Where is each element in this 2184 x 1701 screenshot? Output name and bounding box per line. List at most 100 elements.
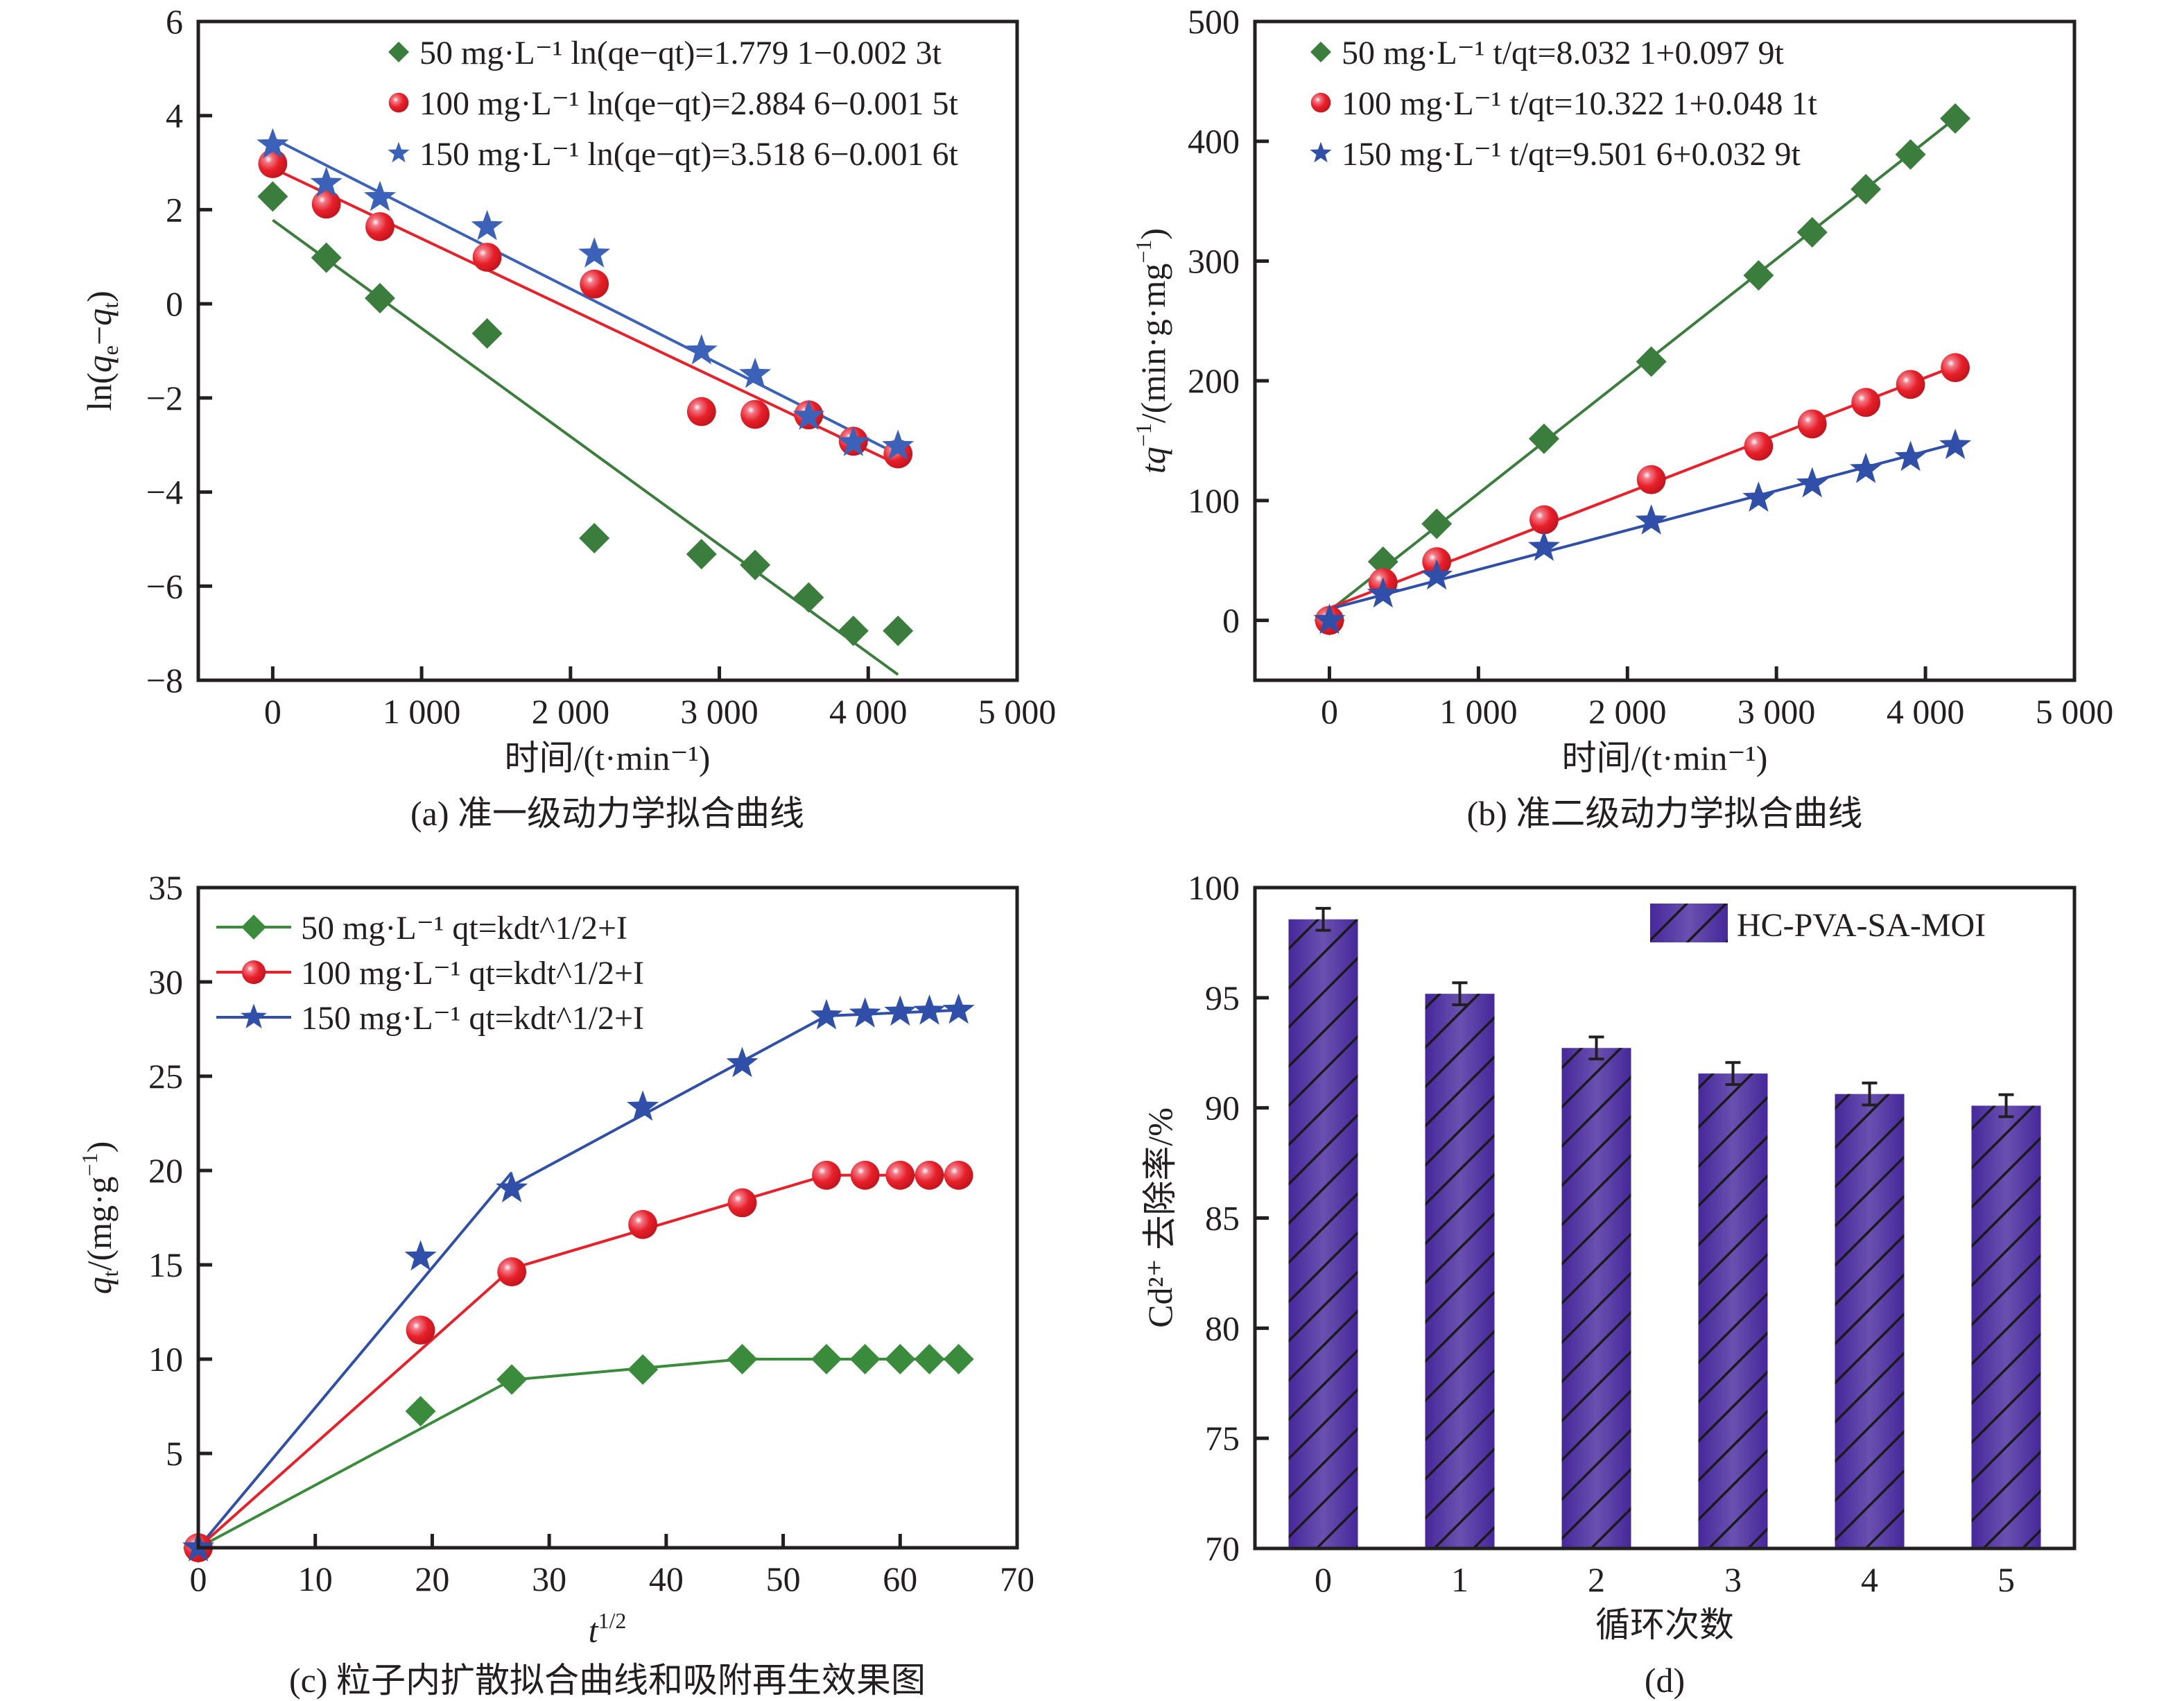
legend-marker-diamond [388,42,409,62]
data-point-circle [1941,353,1970,383]
legend-label: 150 mg·L⁻¹ ln(qe−qt)=3.518 6−0.001 6t [419,136,959,173]
data-point-circle [885,1160,915,1190]
bar [1288,906,1358,1548]
data-point-star [471,209,503,241]
y-tick-label: 0 [1222,601,1240,640]
x-tick-label: 10 [298,1560,333,1598]
panel-b-xlabel: 时间/(t·min⁻¹) [1562,739,1768,777]
bar-hatch [1971,1105,2041,1548]
bar-hatch [1561,1048,1631,1548]
panel-d-ylabel: Cd²⁺ 去除率/% [1141,1107,1179,1328]
y-tick-label: 100 [1188,481,1240,520]
data-point-diamond [257,181,288,212]
legend-marker-star [388,141,410,163]
data-point-star [1939,429,1972,459]
x-tick-label: 1 000 [1439,692,1518,731]
x-tick-label: 3 000 [680,692,759,731]
legend-label: 150 mg·L⁻¹ t/qt=9.501 6+0.032 9t [1342,136,1801,173]
panel-c-xlabel: t1/2 [589,1608,627,1650]
legend-item: 150 mg·L⁻¹ ln(qe−qt)=3.518 6−0.001 6t [388,136,959,173]
y-tick-label: 75 [1205,1419,1240,1458]
legend-marker-star [241,1003,267,1028]
panel-a-caption: (a) 准一级动力学拟合曲线 [410,794,804,833]
x-tick-label: 4 000 [1887,692,1965,731]
legend-equation: ln(qe−qt)=3.518 6−0.001 6t [579,136,958,173]
data-point-star [792,399,825,430]
legend-item: 50 mg·L⁻¹ qt=kdt^1/2+I [216,910,627,947]
legend-item: 150 mg·L⁻¹ qt=kdt^1/2+I [216,1000,644,1037]
panel-b-marks [1313,103,1972,636]
legend-label: 100 mg·L⁻¹ ln(qe−qt)=2.884 6−0.001 5t [419,85,959,122]
data-point-circle [580,269,609,299]
legend-item: 150 mg·L⁻¹ t/qt=9.501 6+0.032 9t [1310,136,1801,173]
panel-d-frame [1253,886,2077,1551]
panel-a-marks [257,128,915,676]
y-tick-label: 500 [1188,2,1240,41]
data-point-diamond [471,318,503,349]
data-point-circle [1744,431,1774,461]
y-tick-label: 200 [1188,361,1240,400]
data-point-diamond [364,283,395,313]
data-point-star [1850,452,1882,483]
y-tick-label: 80 [1205,1309,1240,1347]
y-tick-label: 5 [166,1434,183,1473]
legend-marker-circle [241,960,266,985]
data-point-diamond [838,615,869,646]
data-point-diamond [740,549,771,580]
panel-a-ticks: 0 1 000 2 000 3 000 4 000 5 000 −8 −6 −4 −2 0 2 4 6 [146,2,1056,731]
bar [1835,1081,1905,1548]
data-point-diamond [405,1396,436,1427]
data-point-star [739,357,772,388]
y-tick-label: 20 [148,1151,183,1190]
legend-equation: ln(qe−qt)=2.884 6−0.001 5t [579,85,958,122]
y-tick-label: 100 [1188,868,1240,907]
x-tick-label: 3 000 [1737,692,1816,731]
x-tick-label: 50 [766,1560,801,1598]
fit-segment [511,1014,827,1187]
legend-marker-star [1310,141,1332,163]
data-point-diamond [686,539,717,570]
x-tick-label: 40 [649,1560,684,1598]
legend-marker-diamond [241,915,266,940]
panel-a-ylabel: ln(qe−qt) [80,291,123,411]
legend-concentration: 150 mg·L⁻¹ [419,136,579,173]
panel-d-legend: HC-PVA-SA-MOI [1650,904,1986,944]
y-tick-label: −6 [146,567,183,605]
data-point-diamond [885,1344,916,1374]
y-tick-label: 70 [1205,1529,1240,1568]
y-tick-label: 90 [1205,1089,1240,1128]
data-point-diamond [1421,508,1453,539]
legend-item: 100 mg·L⁻¹ ln(qe−qt)=2.884 6−0.001 5t [388,85,959,122]
data-point-diamond [496,1364,528,1395]
legend-equation: t/qt=8.032 1+0.097 9t [1484,35,1784,71]
data-point-diamond [579,523,610,554]
data-point-star [496,1172,528,1202]
data-point-circle [944,1160,973,1190]
data-point-circle [1896,370,1925,399]
data-point-diamond [849,1344,881,1374]
x-tick-label: 0 [1315,1560,1332,1599]
legend-label: 150 mg·L⁻¹ qt=kdt^1/2+I [301,1000,644,1037]
data-point-star [1796,467,1828,498]
panel-a-frame [196,19,1019,682]
data-point-circle [311,189,341,219]
data-point-circle [1851,388,1881,417]
bar [1425,981,1495,1548]
x-tick-label: 70 [1000,1560,1034,1598]
panel-d-regeneration-bars: 0 1 2 3 4 5 70 75 80 85 90 95 100 HC-PVA-SA-MOI 循环次数… [1141,868,2077,1700]
data-point-star [882,429,915,460]
data-point-star [942,993,975,1024]
data-point-diamond [914,1344,945,1374]
data-point-diamond [727,1344,758,1374]
x-tick-label: 5 000 [978,692,1057,731]
legend-concentration: 50 mg·L⁻¹ [419,35,562,71]
legend-concentration: 50 mg·L⁻¹ [1342,35,1484,71]
data-point-diamond [1851,173,1882,205]
data-point-diamond [1895,139,1926,170]
legend-marker-diamond [1310,42,1331,62]
data-point-star [1742,481,1775,512]
legend-equation: qt=kdt^1/2+I [444,910,627,947]
bar-hatch [1425,994,1495,1548]
data-point-circle [812,1160,841,1190]
y-tick-label: 4 [166,96,183,135]
